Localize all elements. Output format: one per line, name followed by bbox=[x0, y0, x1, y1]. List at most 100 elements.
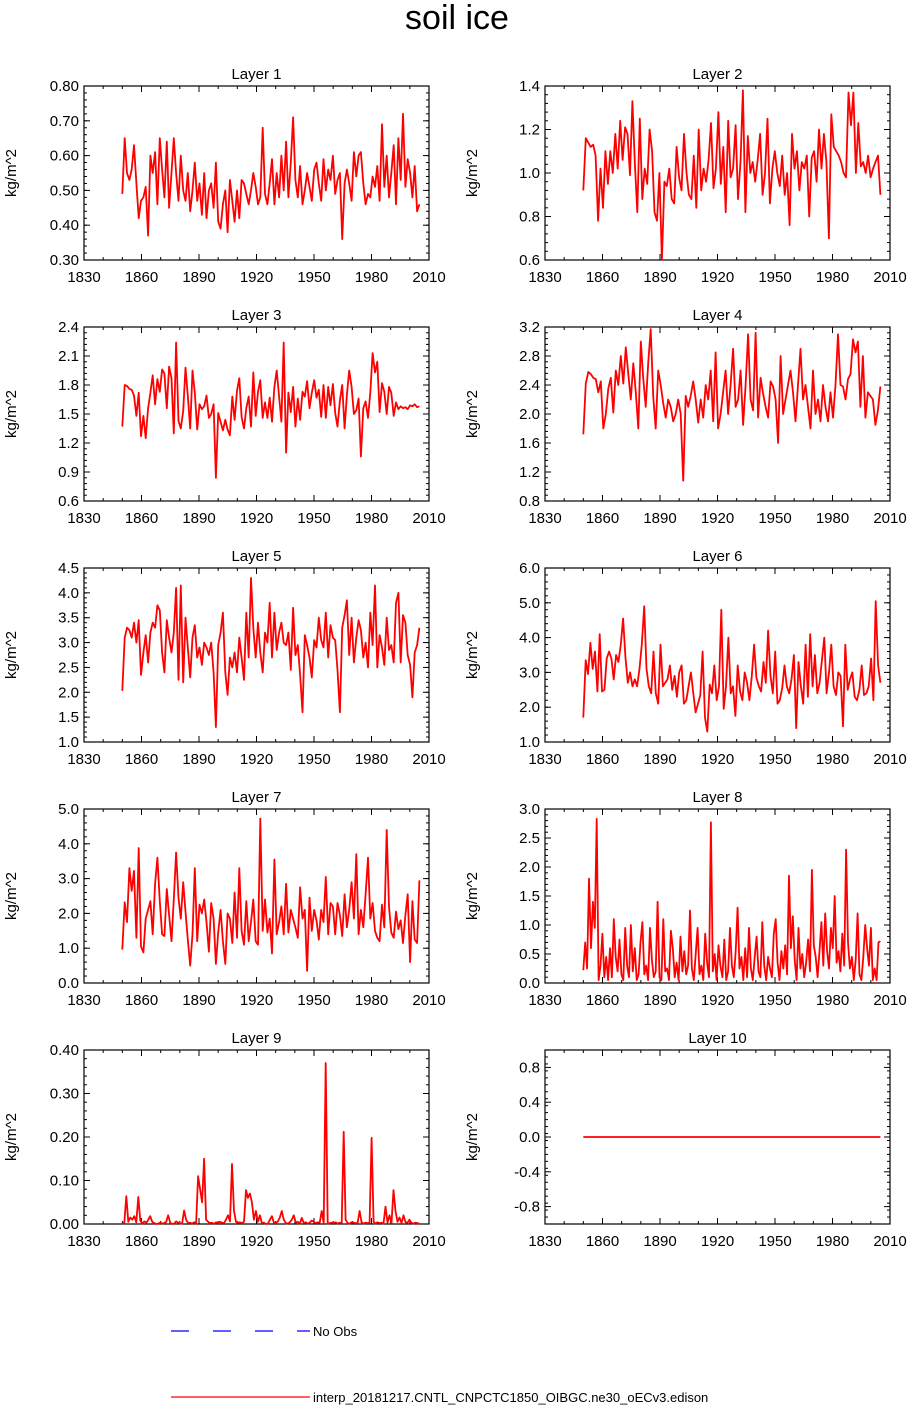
x-tick-label: 1860 bbox=[586, 1233, 619, 1250]
y-tick-label: 2.5 bbox=[519, 830, 540, 847]
x-tick-label: 1830 bbox=[528, 510, 561, 527]
chart-panel-2: Layer 2 kg/m^2 1830 1860 1890 1920 1950 1980 201… bbox=[464, 66, 907, 286]
x-tick-label: 1980 bbox=[355, 1233, 388, 1250]
y-tick-label: 3.0 bbox=[58, 635, 79, 652]
x-tick-label: 1860 bbox=[586, 510, 619, 527]
chart-panel-5: Layer 5 kg/m^2 1830 1860 1890 1920 1950 1980 201… bbox=[3, 548, 446, 768]
y-tick-label: 1.0 bbox=[519, 165, 540, 182]
y-tick-label: 1.5 bbox=[519, 888, 540, 905]
y-tick-label: 1.4 bbox=[519, 78, 540, 95]
series-line bbox=[582, 818, 881, 981]
x-tick-label: 1860 bbox=[586, 751, 619, 768]
x-tick-label: 1830 bbox=[528, 269, 561, 286]
x-tick-label: 1830 bbox=[528, 1233, 561, 1250]
y-tick-label: 4.0 bbox=[519, 630, 540, 647]
y-tick-label: 0.5 bbox=[519, 946, 540, 963]
y-tick-label: 1.0 bbox=[58, 940, 79, 957]
x-tick-label: 1950 bbox=[297, 269, 330, 286]
x-tick-label: 1980 bbox=[355, 269, 388, 286]
y-axis-label: kg/m^2 bbox=[464, 1113, 481, 1161]
x-tick-label: 1980 bbox=[355, 510, 388, 527]
y-tick-label: 1.5 bbox=[58, 709, 79, 726]
y-axis-label: kg/m^2 bbox=[464, 872, 481, 920]
y-tick-label: 0.8 bbox=[519, 209, 540, 226]
x-tick-label: 1830 bbox=[67, 751, 100, 768]
panel-title: Layer 5 bbox=[231, 548, 281, 565]
y-axis-label: kg/m^2 bbox=[3, 390, 20, 438]
series-line bbox=[582, 89, 882, 261]
series-line bbox=[121, 1062, 420, 1225]
x-tick-label: 1980 bbox=[816, 269, 849, 286]
y-tick-label: 0.80 bbox=[50, 78, 79, 95]
x-tick-label: 2010 bbox=[412, 269, 445, 286]
x-tick-label: 1950 bbox=[758, 992, 791, 1009]
y-tick-label: 1.0 bbox=[519, 917, 540, 934]
y-tick-label: 0.30 bbox=[50, 252, 79, 269]
chart-panel-6: Layer 6 kg/m^2 1830 1860 1890 1920 1950 1980 201… bbox=[464, 548, 907, 768]
y-tick-label: 1.5 bbox=[58, 406, 79, 423]
y-tick-label: 2.4 bbox=[58, 319, 79, 336]
series-line bbox=[121, 341, 420, 479]
x-tick-label: 1830 bbox=[528, 751, 561, 768]
x-tick-label: 1980 bbox=[816, 992, 849, 1009]
x-tick-label: 1890 bbox=[643, 751, 676, 768]
y-tick-label: 0.6 bbox=[519, 252, 540, 269]
x-tick-label: 1950 bbox=[758, 510, 791, 527]
y-tick-label: 2.0 bbox=[58, 905, 79, 922]
x-tick-label: 1950 bbox=[297, 751, 330, 768]
x-tick-label: 1950 bbox=[297, 1233, 330, 1250]
y-tick-label: 0.9 bbox=[58, 464, 79, 481]
x-tick-label: 1950 bbox=[297, 992, 330, 1009]
y-tick-label: 2.0 bbox=[519, 859, 540, 876]
y-tick-label: 0.10 bbox=[50, 1173, 79, 1190]
chart-panel-9: Layer 9 kg/m^2 1830 1860 1890 1920 1950 1980 201… bbox=[3, 1030, 446, 1250]
x-tick-label: 2010 bbox=[873, 269, 906, 286]
panel-title: Layer 1 bbox=[231, 66, 281, 83]
y-tick-label: 4.5 bbox=[58, 560, 79, 577]
x-tick-label: 1950 bbox=[297, 510, 330, 527]
x-tick-label: 1920 bbox=[701, 1233, 734, 1250]
y-tick-label: 0.6 bbox=[58, 493, 79, 510]
panel-title: Layer 6 bbox=[692, 548, 742, 565]
y-tick-label: 0.0 bbox=[519, 975, 540, 992]
series-line bbox=[582, 328, 882, 482]
y-axis-label: kg/m^2 bbox=[3, 872, 20, 920]
y-tick-label: 5.0 bbox=[58, 801, 79, 818]
y-tick-label: 0.50 bbox=[50, 182, 79, 199]
chart-panel-4: Layer 4 kg/m^2 1830 1860 1890 1920 1950 1980 201… bbox=[464, 307, 907, 527]
x-tick-label: 1890 bbox=[643, 510, 676, 527]
y-tick-label: 2.5 bbox=[58, 659, 79, 676]
y-tick-label: 0.30 bbox=[50, 1086, 79, 1103]
y-tick-label: 1.0 bbox=[519, 734, 540, 751]
y-tick-label: 0.40 bbox=[50, 217, 79, 234]
panel-title: Layer 7 bbox=[231, 789, 281, 806]
panel-title: Layer 8 bbox=[692, 789, 742, 806]
x-tick-label: 1920 bbox=[701, 992, 734, 1009]
series-line bbox=[121, 577, 421, 728]
x-tick-label: 2010 bbox=[873, 751, 906, 768]
y-tick-label: 0.0 bbox=[519, 1129, 540, 1146]
y-tick-label: -0.8 bbox=[514, 1199, 540, 1216]
x-tick-label: 1860 bbox=[125, 269, 158, 286]
x-tick-label: 1920 bbox=[701, 510, 734, 527]
x-tick-label: 1830 bbox=[67, 269, 100, 286]
y-tick-label: 1.2 bbox=[58, 435, 79, 452]
x-tick-label: 1950 bbox=[758, 269, 791, 286]
x-tick-label: 2010 bbox=[412, 992, 445, 1009]
y-tick-label: 2.0 bbox=[519, 406, 540, 423]
x-tick-label: 1890 bbox=[182, 1233, 215, 1250]
y-tick-label: 1.6 bbox=[519, 435, 540, 452]
y-tick-label: 0.00 bbox=[50, 1216, 79, 1233]
chart-panel-3: Layer 3 kg/m^2 1830 1860 1890 1920 1950 1980 201… bbox=[3, 307, 446, 527]
y-tick-label: 3.0 bbox=[519, 664, 540, 681]
y-tick-label: 4.0 bbox=[58, 585, 79, 602]
x-tick-label: 2010 bbox=[412, 1233, 445, 1250]
panel-title: Layer 3 bbox=[231, 307, 281, 324]
x-tick-label: 1920 bbox=[240, 510, 273, 527]
x-tick-label: 1980 bbox=[816, 751, 849, 768]
y-tick-label: 3.0 bbox=[519, 801, 540, 818]
x-tick-label: 1830 bbox=[67, 992, 100, 1009]
x-tick-label: 1890 bbox=[182, 269, 215, 286]
x-tick-label: 1860 bbox=[125, 510, 158, 527]
